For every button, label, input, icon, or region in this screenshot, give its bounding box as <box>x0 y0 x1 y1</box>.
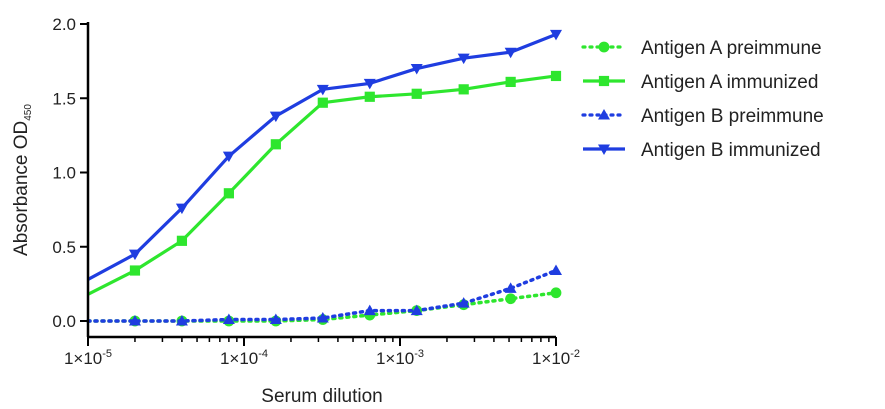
legend-item: Antigen A immunized <box>583 72 818 93</box>
y-axis-title: Absorbance OD450 <box>11 104 34 256</box>
data-point <box>316 312 329 323</box>
data-point <box>364 91 375 102</box>
legend-label: Antigen A preimmune <box>641 38 822 59</box>
data-point <box>176 235 188 246</box>
data-point <box>504 282 517 293</box>
data-point <box>505 293 517 305</box>
plot-area <box>86 29 562 327</box>
series-line <box>87 32 557 281</box>
legend-marker <box>598 41 610 53</box>
x-tick-label: 1×10-4 <box>220 348 268 368</box>
data-point <box>410 64 423 75</box>
x-tick-label: 1×10-2 <box>532 348 580 368</box>
data-point <box>223 188 234 199</box>
data-point <box>269 111 282 123</box>
data-point <box>457 53 470 65</box>
legend-label: Antigen A immunized <box>641 72 818 93</box>
data-point <box>222 313 235 325</box>
data-point <box>550 29 562 41</box>
y-tick-label: 2.0 <box>52 15 76 34</box>
data-point <box>128 315 141 326</box>
axes <box>86 22 556 339</box>
legend-item: Antigen A preimmune <box>581 38 822 59</box>
data-point <box>128 249 141 261</box>
y-axis-title-base: Absorbance OD <box>11 121 32 256</box>
series-line <box>86 268 558 323</box>
ticks: 0.0 0.5 1.0 1.5 2.0 1×10-5 1×10-4 1×10-3 1×10-2 <box>52 15 580 368</box>
data-point <box>175 203 188 215</box>
data-point <box>411 88 422 99</box>
data-point <box>550 70 562 82</box>
y-tick-label: 0.5 <box>52 238 76 257</box>
data-point <box>504 47 517 59</box>
data-point <box>457 297 470 308</box>
series-antigen-b-preimmune <box>86 264 562 326</box>
data-point <box>363 304 376 316</box>
data-point <box>269 313 282 325</box>
data-point <box>363 78 376 90</box>
data-point <box>550 264 562 276</box>
legend-item: Antigen B preimmune <box>581 106 824 127</box>
legend-marker <box>598 75 610 87</box>
data-point <box>129 265 141 276</box>
x-tick-label: 1×10-3 <box>376 348 424 368</box>
data-point <box>317 97 328 108</box>
series-antigen-b-immunized <box>87 29 562 281</box>
data-point <box>410 304 423 316</box>
legend-item: Antigen B immunized <box>583 140 821 161</box>
data-point <box>505 76 516 88</box>
y-tick-label: 0.0 <box>52 312 76 331</box>
data-point <box>458 84 469 95</box>
legend: Antigen A preimmune Antigen A immunized An… <box>581 38 824 161</box>
data-point <box>550 287 562 299</box>
data-point <box>316 84 329 96</box>
legend-marker <box>598 109 610 120</box>
y-tick-label: 1.5 <box>52 89 76 108</box>
x-tick-label: 1×10-5 <box>64 348 112 368</box>
series-antigen-a-immunized <box>87 70 562 296</box>
data-point <box>270 139 281 150</box>
legend-label: Antigen B immunized <box>641 140 821 161</box>
data-point <box>175 315 188 326</box>
series-line <box>87 74 557 296</box>
legend-label: Antigen B preimmune <box>641 106 824 127</box>
y-tick-label: 1.0 <box>52 164 76 183</box>
y-axis-title-subscript: 450 <box>23 104 34 121</box>
x-axis-title: Serum dilution <box>261 386 382 407</box>
data-point <box>222 151 235 163</box>
legend-marker <box>598 144 610 155</box>
